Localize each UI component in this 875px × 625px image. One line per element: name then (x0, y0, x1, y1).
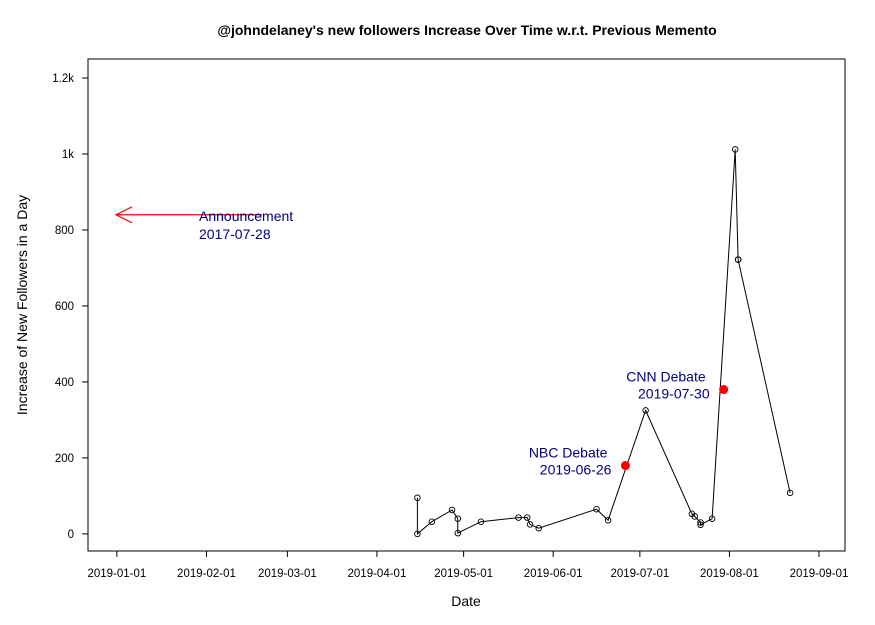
y-axis: 0 200 400 600 800 1k 1.2k (52, 73, 88, 541)
data-point-5 (454, 529, 462, 537)
y-axis-label: Increase of New Followers in a Day (14, 195, 30, 415)
data-point-9 (526, 521, 534, 528)
series-line (416, 149, 791, 535)
data-point-18 (708, 515, 716, 522)
data-point-8 (523, 514, 531, 521)
event-label-1: CNN Debate (626, 369, 706, 385)
data-point-4 (454, 515, 462, 522)
x-tick-label-6: 2019-07-01 (610, 568, 669, 580)
data-point-2 (428, 518, 436, 525)
plot-area (87, 58, 846, 552)
announcement-label: Announcement (199, 208, 293, 224)
event-label-0: NBC Debate (529, 445, 608, 461)
x-tick-label-0: 2019-01-01 (87, 568, 146, 580)
y-tick-label-0: 0 (68, 529, 74, 541)
data-point-0 (414, 494, 421, 502)
x-tick-label-7: 2019-08-01 (700, 568, 759, 580)
event-date-1: 2019-07-30 (638, 386, 710, 402)
x-tick-label-5: 2019-06-01 (524, 568, 583, 580)
chart-title: @johndelaney's new followers Increase Ov… (217, 22, 716, 38)
data-point-17 (697, 521, 704, 529)
x-axis-label: Date (451, 593, 481, 609)
data-point-19 (731, 146, 739, 153)
data-point-12 (604, 516, 612, 524)
y-tick-label-4: 800 (55, 225, 74, 237)
x-axis: 2019-01-01 2019-02-01 2019-03-01 2019-04-01… (87, 551, 848, 580)
data-point-13 (642, 407, 649, 414)
data-point-21 (734, 256, 742, 263)
data-point-6 (477, 518, 485, 525)
x-tick-label-2: 2019-03-01 (258, 568, 317, 580)
event-marker-1 (719, 385, 729, 395)
data-point-10 (535, 524, 542, 532)
data-point-22 (786, 489, 794, 497)
x-tick-label-3: 2019-04-01 (348, 568, 407, 580)
data-point-16 (697, 519, 704, 526)
event-date-0: 2019-06-26 (540, 462, 612, 478)
data-point-11 (593, 505, 600, 513)
x-tick-label-8: 2019-09-01 (790, 568, 849, 580)
y-tick-label-3: 600 (55, 301, 74, 313)
x-tick-label-4: 2019-05-01 (434, 568, 493, 580)
announcement-arrowhead (114, 206, 133, 224)
y-tick-label-5: 1k (62, 149, 74, 161)
y-tick-label-2: 400 (55, 377, 74, 389)
data-point-7 (515, 514, 522, 521)
y-tick-label-1: 200 (55, 453, 74, 465)
announcement-date: 2017-07-28 (199, 226, 271, 242)
x-tick-label-1: 2019-02-01 (177, 568, 236, 580)
y-tick-label-6: 1.2k (52, 73, 74, 85)
series-layer (414, 146, 794, 538)
data-point-15 (691, 513, 699, 520)
data-point-1 (414, 530, 421, 538)
data-point-3 (448, 506, 456, 514)
event-marker-0 (620, 461, 630, 471)
